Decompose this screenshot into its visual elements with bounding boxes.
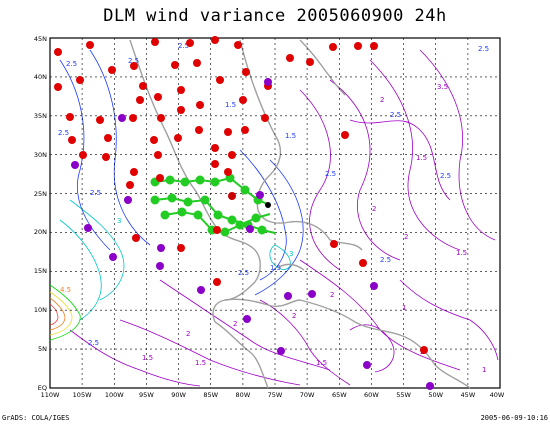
svg-text:35N: 35N	[34, 112, 47, 120]
svg-text:2.5: 2.5	[440, 172, 451, 180]
svg-text:2.5: 2.5	[90, 189, 101, 197]
svg-text:3: 3	[117, 217, 121, 225]
svg-text:2.5: 2.5	[88, 339, 99, 347]
svg-text:1.5: 1.5	[270, 264, 281, 272]
svg-text:45W: 45W	[461, 391, 476, 399]
svg-text:1: 1	[482, 366, 486, 374]
svg-text:2.5: 2.5	[390, 111, 401, 119]
svg-text:EQ: EQ	[38, 384, 47, 392]
svg-text:80W: 80W	[236, 391, 251, 399]
svg-text:2.5: 2.5	[325, 170, 336, 178]
svg-text:70W: 70W	[300, 391, 315, 399]
svg-text:2.5: 2.5	[66, 60, 77, 68]
svg-text:1.5: 1.5	[456, 249, 467, 257]
svg-text:1.5: 1.5	[316, 359, 327, 367]
svg-text:1.5: 1.5	[416, 154, 427, 162]
svg-text:2.5: 2.5	[58, 129, 69, 137]
svg-text:65W: 65W	[332, 391, 347, 399]
contour-labels: 2.5 2.5 2.5 3 4.5 2.5 1.5 1.5 1.5 1.5 2.…	[58, 42, 489, 374]
svg-text:50W: 50W	[428, 391, 443, 399]
svg-text:4.5: 4.5	[60, 286, 71, 294]
svg-text:95W: 95W	[139, 391, 154, 399]
svg-text:2: 2	[330, 291, 334, 299]
svg-text:3.5: 3.5	[437, 83, 448, 91]
svg-text:105W: 105W	[73, 391, 92, 399]
storm-track	[150, 173, 276, 237]
contour-field	[49, 49, 499, 387]
svg-text:40W: 40W	[490, 391, 505, 399]
footer-credit: GrADS: COLA/IGES	[2, 414, 70, 422]
svg-text:2: 2	[404, 233, 408, 241]
lat-axis-labels: EQ 5N 10N 15N 20N 25N 30N 35N 40N 45N	[34, 35, 47, 392]
svg-text:55W: 55W	[396, 391, 411, 399]
svg-text:3: 3	[289, 250, 293, 258]
svg-text:2.5: 2.5	[128, 57, 139, 65]
footer-timestamp: 2005-06-09-10:16	[480, 414, 548, 422]
obs-markers-purple	[71, 78, 434, 390]
svg-text:2: 2	[372, 205, 376, 213]
svg-text:1.5: 1.5	[142, 354, 153, 362]
svg-text:2.5: 2.5	[178, 42, 189, 50]
storm-center-marker	[228, 192, 271, 208]
svg-text:1.5: 1.5	[225, 101, 236, 109]
svg-text:40N: 40N	[34, 73, 47, 81]
svg-text:110W: 110W	[41, 391, 60, 399]
svg-text:2.5: 2.5	[238, 269, 249, 277]
graticule	[50, 38, 500, 388]
svg-text:2: 2	[292, 312, 296, 320]
svg-text:10N: 10N	[34, 306, 47, 314]
svg-text:25N: 25N	[34, 190, 47, 198]
svg-text:1: 1	[402, 304, 406, 312]
svg-text:30N: 30N	[34, 151, 47, 159]
svg-text:15N: 15N	[34, 267, 47, 275]
svg-text:90W: 90W	[171, 391, 186, 399]
svg-text:45N: 45N	[34, 35, 47, 43]
svg-text:85W: 85W	[203, 391, 218, 399]
svg-text:5N: 5N	[38, 345, 47, 353]
svg-text:2.5: 2.5	[478, 45, 489, 53]
svg-text:60W: 60W	[364, 391, 379, 399]
svg-text:2: 2	[380, 96, 384, 104]
svg-text:1.5: 1.5	[285, 132, 296, 140]
svg-text:20N: 20N	[34, 228, 47, 236]
coastlines	[129, 39, 471, 389]
svg-text:2: 2	[233, 320, 237, 328]
obs-markers-red	[54, 36, 428, 354]
svg-text:1.5: 1.5	[195, 359, 206, 367]
svg-text:2: 2	[186, 330, 190, 338]
svg-text:75W: 75W	[268, 391, 283, 399]
svg-text:2.5: 2.5	[380, 256, 391, 264]
lon-axis-labels: 110W 105W 100W 95W 90W 85W 80W 75W 70W 6…	[41, 391, 505, 399]
chart-title: DLM wind variance 2005060900 24h	[103, 6, 447, 26]
svg-text:100W: 100W	[105, 391, 124, 399]
